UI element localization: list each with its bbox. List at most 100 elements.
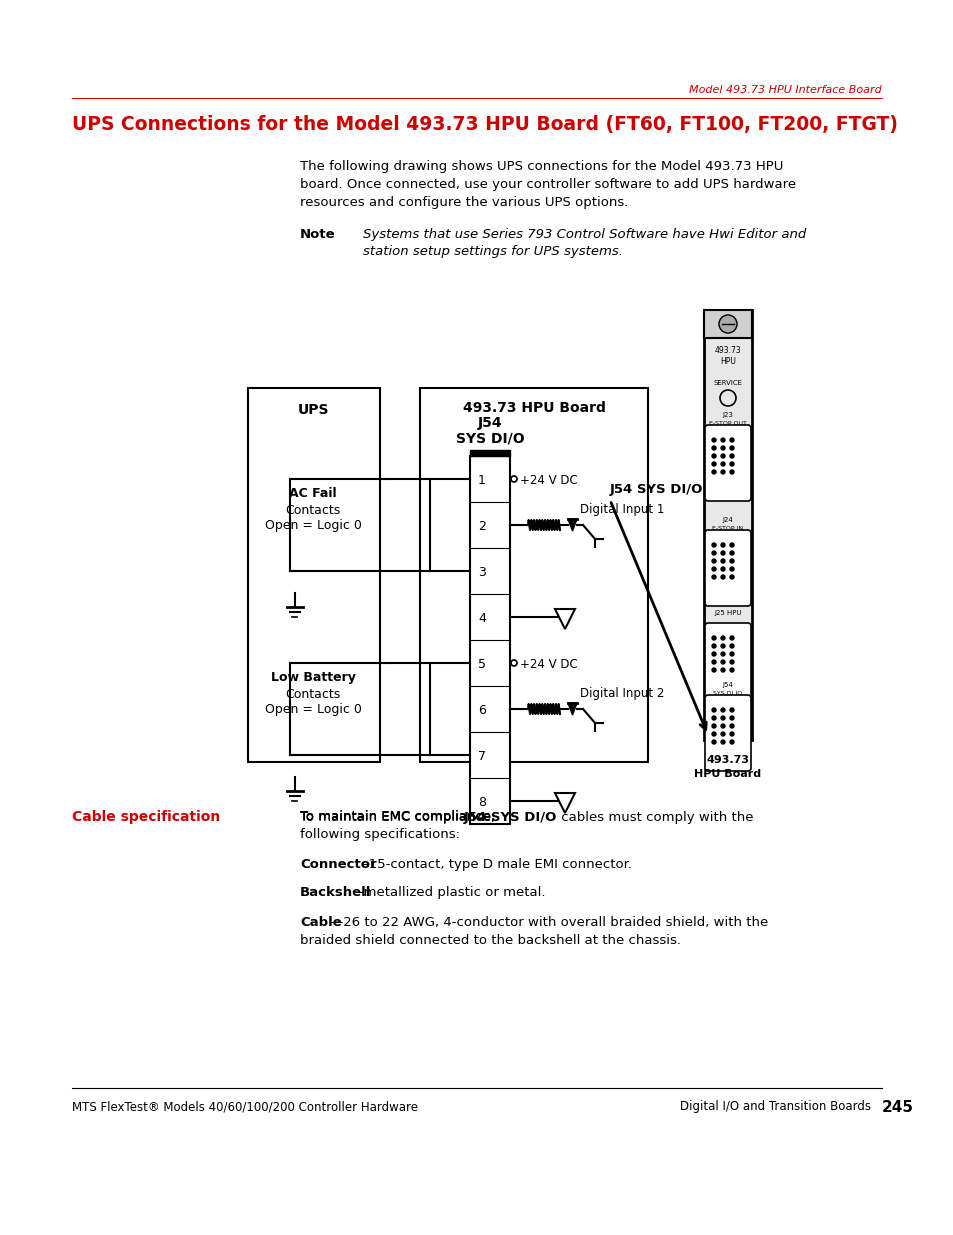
Text: MTS FlexTest® Models 40/60/100/200 Controller Hardware: MTS FlexTest® Models 40/60/100/200 Contr… xyxy=(71,1100,417,1113)
Text: UPS: UPS xyxy=(298,403,330,417)
Circle shape xyxy=(719,315,737,333)
Circle shape xyxy=(729,471,733,474)
Text: E-STOP IN: E-STOP IN xyxy=(712,526,742,531)
Circle shape xyxy=(729,659,733,664)
FancyBboxPatch shape xyxy=(704,530,750,606)
Text: Open = Logic 0: Open = Logic 0 xyxy=(264,519,361,532)
Circle shape xyxy=(729,551,733,555)
Circle shape xyxy=(729,652,733,656)
Circle shape xyxy=(720,732,724,736)
Circle shape xyxy=(729,438,733,442)
Text: board. Once connected, use your controller software to add UPS hardware: board. Once connected, use your controll… xyxy=(299,178,796,191)
Circle shape xyxy=(729,740,733,743)
Circle shape xyxy=(729,559,733,563)
Text: 7: 7 xyxy=(477,751,485,763)
Circle shape xyxy=(720,668,724,672)
Circle shape xyxy=(729,732,733,736)
Text: SYS DI/O: SYS DI/O xyxy=(456,431,524,445)
Circle shape xyxy=(711,543,716,547)
FancyBboxPatch shape xyxy=(704,695,750,771)
Circle shape xyxy=(720,652,724,656)
Text: UPS Connections for the Model 493.73 HPU Board (FT60, FT100, FT200, FTGT): UPS Connections for the Model 493.73 HPU… xyxy=(71,115,897,135)
Text: braided shield connected to the backshell at the chassis.: braided shield connected to the backshel… xyxy=(299,934,680,947)
Bar xyxy=(470,450,510,456)
Circle shape xyxy=(711,716,716,720)
Polygon shape xyxy=(555,609,575,629)
Bar xyxy=(419,388,647,762)
Text: 493.73: 493.73 xyxy=(706,755,749,764)
Text: –15-contact, type D male EMI connector.: –15-contact, type D male EMI connector. xyxy=(361,858,631,871)
Text: AC Fail: AC Fail xyxy=(289,487,336,500)
Circle shape xyxy=(729,643,733,648)
Circle shape xyxy=(729,462,733,466)
Circle shape xyxy=(711,643,716,648)
Circle shape xyxy=(711,551,716,555)
Text: Connector: Connector xyxy=(299,858,376,871)
Bar xyxy=(703,310,751,740)
Text: Systems that use Series 793 Control Software have Hwi Editor and: Systems that use Series 793 Control Soft… xyxy=(363,228,805,241)
Circle shape xyxy=(711,462,716,466)
FancyBboxPatch shape xyxy=(704,622,750,699)
Circle shape xyxy=(711,471,716,474)
Circle shape xyxy=(720,543,724,547)
Circle shape xyxy=(711,652,716,656)
Text: Cable specification: Cable specification xyxy=(71,810,220,824)
Circle shape xyxy=(720,567,724,571)
Text: resources and configure the various UPS options.: resources and configure the various UPS … xyxy=(299,196,628,209)
Text: J25 HPU: J25 HPU xyxy=(714,610,741,616)
Circle shape xyxy=(729,668,733,672)
Circle shape xyxy=(720,659,724,664)
Text: J23: J23 xyxy=(721,412,733,417)
Text: J54: J54 xyxy=(721,682,733,688)
Circle shape xyxy=(720,438,724,442)
Text: Low Battery: Low Battery xyxy=(271,671,355,684)
Circle shape xyxy=(711,668,716,672)
Text: Contacts: Contacts xyxy=(285,688,340,701)
Text: SYS DI IO: SYS DI IO xyxy=(713,692,741,697)
Text: —26 to 22 AWG, 4-conductor with overall braided shield, with the: —26 to 22 AWG, 4-conductor with overall … xyxy=(330,916,767,929)
Circle shape xyxy=(711,724,716,727)
Circle shape xyxy=(711,659,716,664)
Circle shape xyxy=(711,567,716,571)
Text: Note: Note xyxy=(299,228,335,241)
Circle shape xyxy=(711,740,716,743)
Polygon shape xyxy=(555,793,575,813)
Text: 245: 245 xyxy=(882,1100,913,1115)
Text: 3: 3 xyxy=(477,567,485,579)
Text: J54 SYS DI/O: J54 SYS DI/O xyxy=(609,483,702,496)
Text: The following drawing shows UPS connections for the Model 493.73 HPU: The following drawing shows UPS connecti… xyxy=(299,161,782,173)
Circle shape xyxy=(729,454,733,458)
Text: 1: 1 xyxy=(477,474,485,488)
Circle shape xyxy=(729,708,733,713)
Circle shape xyxy=(711,454,716,458)
Polygon shape xyxy=(567,703,577,715)
Circle shape xyxy=(729,543,733,547)
Circle shape xyxy=(711,708,716,713)
Circle shape xyxy=(729,636,733,640)
Text: 493.73 HPU Board: 493.73 HPU Board xyxy=(462,401,605,415)
Text: +24 V DC: +24 V DC xyxy=(519,474,578,488)
Circle shape xyxy=(720,471,724,474)
Circle shape xyxy=(720,454,724,458)
Text: Model 493.73 HPU Interface Board: Model 493.73 HPU Interface Board xyxy=(688,85,882,95)
Text: To maintain EMC compliance,: To maintain EMC compliance, xyxy=(299,810,499,823)
Text: +24 V DC: +24 V DC xyxy=(519,658,578,672)
Circle shape xyxy=(729,576,733,579)
Circle shape xyxy=(729,567,733,571)
Text: 4: 4 xyxy=(477,613,485,625)
Text: E-STOP OUT: E-STOP OUT xyxy=(708,421,746,426)
Text: 2: 2 xyxy=(477,520,485,534)
Text: To maintain EMC compliance,: To maintain EMC compliance, xyxy=(299,810,499,823)
Circle shape xyxy=(711,732,716,736)
Text: J54: J54 xyxy=(477,416,502,430)
Text: following specifications:: following specifications: xyxy=(299,827,459,841)
Bar xyxy=(470,456,510,824)
Text: Cable: Cable xyxy=(299,916,341,929)
Circle shape xyxy=(729,446,733,450)
Circle shape xyxy=(720,724,724,727)
Circle shape xyxy=(720,740,724,743)
Circle shape xyxy=(720,708,724,713)
Circle shape xyxy=(729,724,733,727)
Text: Digital Input 2: Digital Input 2 xyxy=(579,687,663,700)
Text: Contacts: Contacts xyxy=(285,504,340,517)
